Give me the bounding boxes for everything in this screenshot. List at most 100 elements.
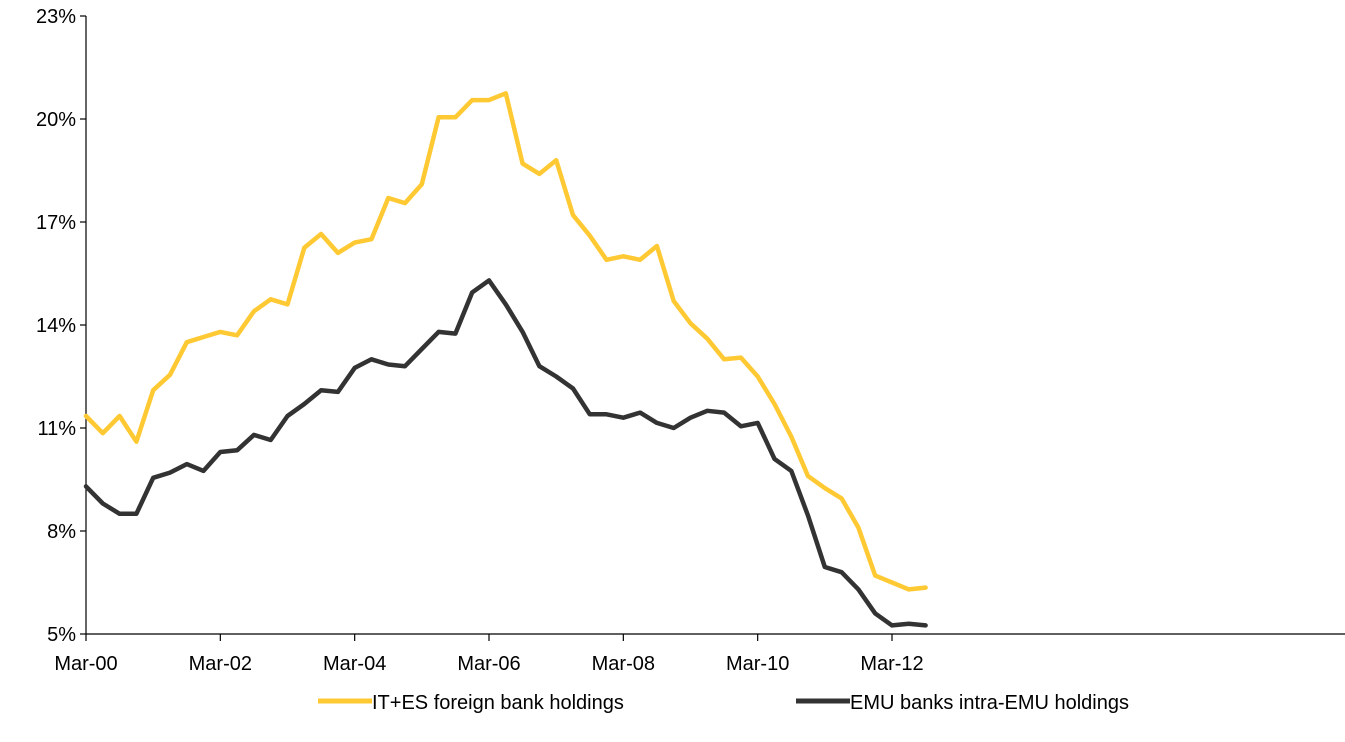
series-2-point: [538, 365, 541, 368]
series-1-point: [706, 337, 709, 340]
series-2-point: [840, 571, 843, 574]
series-1-point: [773, 402, 776, 406]
series-1-point: [420, 183, 424, 186]
series-1-point: [135, 440, 138, 443]
series-2-point: [638, 411, 642, 414]
series-1-point: [353, 241, 356, 244]
series-1-point: [890, 581, 894, 584]
series-1-point: [840, 497, 843, 500]
x-tick-label: Mar-04: [323, 653, 386, 675]
series-2-point: [387, 363, 390, 366]
series-2-point: [471, 291, 474, 294]
series-2-point: [924, 624, 927, 627]
series-1-point: [336, 251, 340, 255]
series-1-point: [722, 358, 726, 361]
series-1-point: [118, 414, 121, 418]
series-2-point: [118, 512, 121, 516]
series-1-point: [471, 98, 474, 102]
series-1-point: [521, 162, 524, 165]
series-1-point: [689, 322, 692, 325]
y-tick-label: 14%: [36, 315, 76, 337]
series-2-point: [437, 330, 440, 334]
series-2-point: [454, 332, 457, 335]
series-2-point: [168, 471, 172, 474]
series-2-point: [554, 375, 558, 378]
series-2-point: [303, 402, 306, 406]
series-1-point: [437, 116, 440, 119]
series-2-point: [151, 476, 155, 479]
series-2-point: [756, 421, 759, 425]
series-1-point: [454, 116, 457, 119]
series-1-point: [303, 246, 306, 249]
series-1-point: [101, 431, 104, 435]
y-tick-label: 23%: [36, 6, 76, 28]
legend-label-1: IT+ES foreign bank holdings: [372, 692, 624, 714]
series-1-point: [286, 303, 289, 306]
series-2-point: [706, 409, 709, 413]
series-layer: [83, 91, 928, 628]
series-2-point: [571, 387, 575, 390]
series-1-point: [151, 389, 155, 392]
series-1-point: [269, 298, 272, 301]
series-1-point: [387, 196, 390, 200]
series-2-point: [605, 413, 608, 416]
series-1-point: [538, 172, 541, 176]
series-1-point: [202, 335, 205, 339]
series-2-point: [336, 390, 340, 394]
series-1-point: [823, 486, 827, 490]
series-1-point: [219, 330, 222, 334]
series-1-point: [874, 574, 877, 577]
x-tick-label: Mar-06: [457, 653, 520, 675]
series-2-point: [655, 421, 659, 425]
series-2-point: [857, 588, 860, 591]
series-1-point: [605, 258, 608, 261]
series-1-point: [252, 310, 256, 313]
x-tick-label: Mar-00: [54, 653, 117, 675]
y-tick-label: 8%: [47, 521, 76, 543]
series-1-point: [487, 98, 491, 102]
series-2-point: [319, 389, 323, 392]
series-2-point: [874, 612, 877, 615]
y-tick-label: 11%: [37, 418, 76, 440]
series-1-point: [790, 435, 793, 438]
series-1-point: [638, 258, 642, 261]
series-2-point: [269, 438, 272, 442]
series-1-point: [168, 373, 172, 376]
series-2-point: [622, 416, 625, 419]
series-1-point: [370, 237, 373, 241]
y-tick-label: 5%: [47, 624, 76, 646]
series-2-point: [202, 469, 205, 473]
series-2-point: [689, 416, 692, 419]
series-2-point: [672, 426, 675, 430]
series-1-point: [185, 340, 188, 344]
series-1-point: [756, 375, 759, 378]
series-2-point: [521, 330, 524, 334]
x-tick-label: Mar-10: [726, 653, 789, 675]
series-1-point: [235, 334, 239, 337]
axes: 5% 8% 11% 14% 17% 20% 23% Mar-00 Mar-02 Mar-04 Mar…: [36, 6, 1345, 675]
series-1-point: [571, 213, 575, 217]
y-tick-label: 17%: [36, 212, 76, 234]
series-2-point: [907, 622, 910, 625]
series-2-point: [185, 462, 188, 466]
x-tick-label: Mar-08: [592, 653, 655, 675]
series-2-point: [773, 457, 776, 461]
series-2-point: [420, 347, 424, 351]
series-2-point: [722, 411, 726, 414]
series-2-point: [353, 366, 356, 370]
series-2-point: [286, 414, 289, 418]
legend-label-2: EMU banks intra-EMU holdings: [850, 692, 1129, 714]
series-1-point: [622, 255, 625, 258]
series-1-point: [403, 201, 407, 205]
x-tick-label: Mar-02: [189, 653, 252, 675]
series-2-point: [487, 279, 491, 282]
series-line-1: [83, 91, 928, 592]
series-1-point: [924, 586, 927, 589]
series-1-point: [672, 299, 675, 303]
series-2-point: [806, 514, 810, 517]
series-2-point: [403, 365, 407, 368]
series-2-point: [890, 624, 894, 627]
legend: IT+ES foreign bank holdings EMU banks int…: [318, 692, 1129, 714]
series-1-point: [739, 356, 743, 359]
